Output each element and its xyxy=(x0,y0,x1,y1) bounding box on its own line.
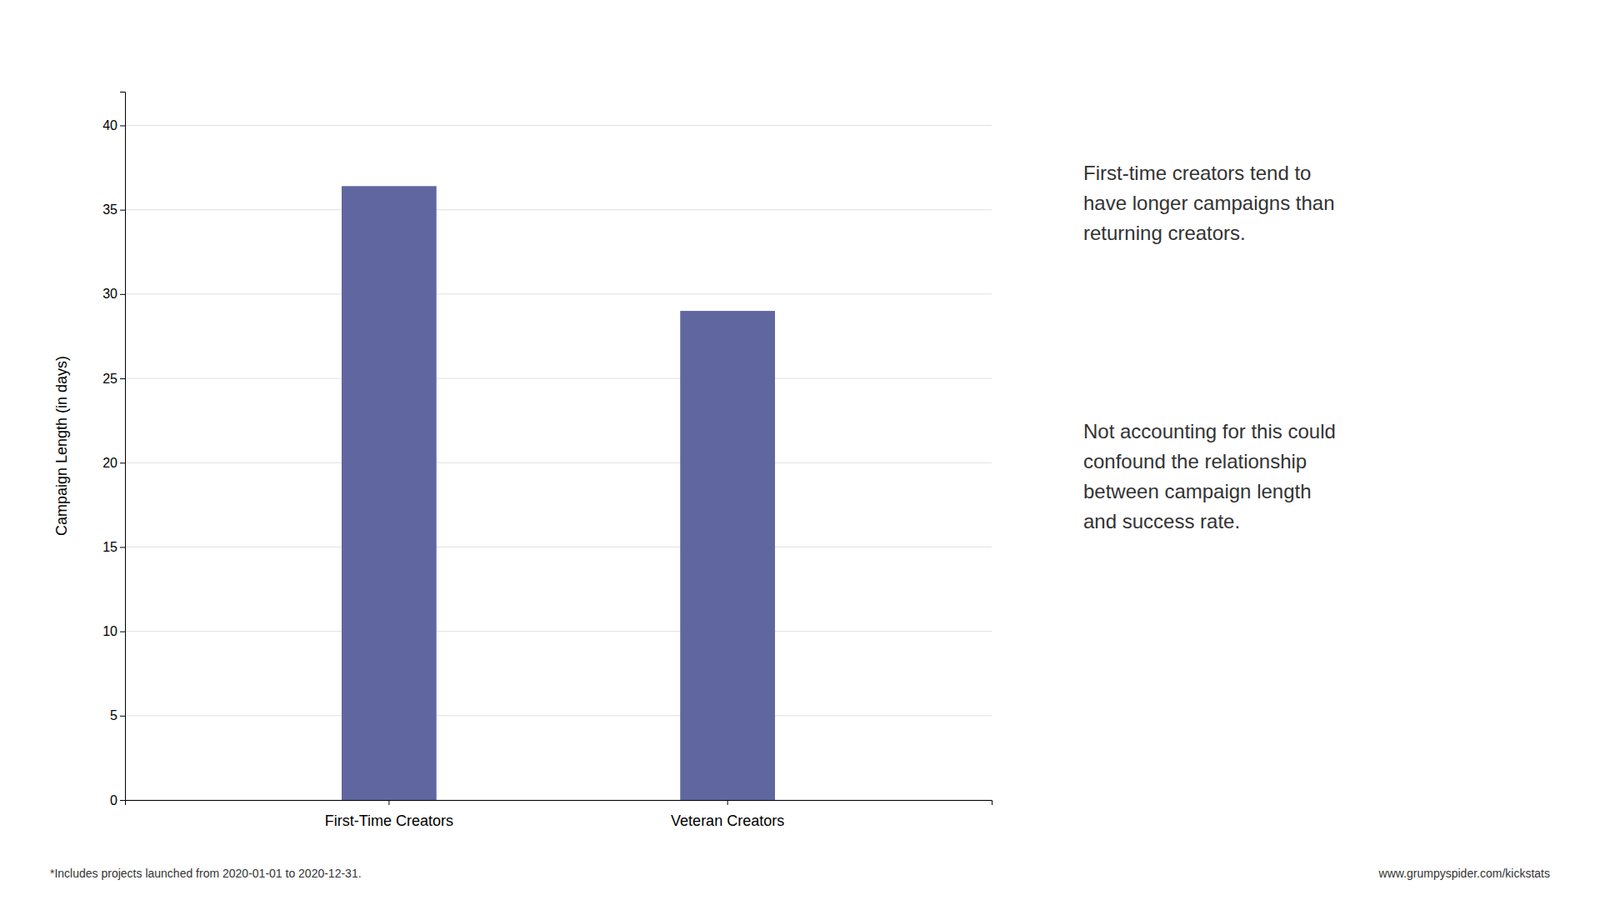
x-tick: First-Time Creators xyxy=(325,800,454,830)
y-tick-mark xyxy=(120,715,125,717)
annotation: Not accounting for this could confound t… xyxy=(1083,416,1550,537)
grid-line xyxy=(125,630,992,632)
y-tick-mark xyxy=(120,210,125,211)
y-tick: 5 xyxy=(110,708,125,723)
y-tick-label: 15 xyxy=(102,540,118,555)
y-tick-label: 0 xyxy=(110,793,118,808)
x-tick-label: First-Time Creators xyxy=(325,812,454,830)
y-axis-title: Campaign Length (in days) xyxy=(53,355,70,536)
y-tick-mark xyxy=(120,800,125,801)
bars xyxy=(341,185,775,800)
footnote: *Includes projects launched from 2020-01… xyxy=(50,866,362,880)
y-tick-label: 25 xyxy=(102,371,118,386)
y-tick-label: 30 xyxy=(102,286,118,301)
footnote: www.grumpyspider.com/kickstats xyxy=(1379,866,1550,880)
y-tick: 40 xyxy=(102,118,125,133)
grid-line xyxy=(125,378,992,380)
grid-line xyxy=(125,715,992,716)
y-tick-label: 35 xyxy=(102,202,118,217)
y-tick-mark xyxy=(120,294,125,295)
y-tick-label: 20 xyxy=(102,455,118,470)
y-tick-label: 10 xyxy=(102,624,118,639)
x-axis-line xyxy=(125,800,993,806)
y-tick: 35 xyxy=(102,202,125,217)
grid-line xyxy=(125,209,992,210)
y-tick-mark xyxy=(120,546,125,548)
x-tick: Veteran Creators xyxy=(670,800,785,830)
y-tick-label: 40 xyxy=(102,118,118,133)
grid-line xyxy=(125,462,992,464)
y-tick-mark xyxy=(120,125,125,126)
y-axis-line xyxy=(120,92,126,801)
y-tick-mark xyxy=(120,462,125,464)
y-tick: 15 xyxy=(102,540,125,555)
x-tick-mark xyxy=(727,800,729,805)
y-tick: 25 xyxy=(102,371,125,386)
y-axis: 0 5 10 15 20 25 30 35 40 xyxy=(102,92,125,808)
x-tick-label: Veteran Creators xyxy=(670,812,785,830)
y-tick-mark xyxy=(120,378,125,380)
plot: 0 5 10 15 20 25 30 35 40 First-Time Creators Veter… xyxy=(53,92,993,830)
grid-line xyxy=(125,125,992,126)
x-tick-mark xyxy=(388,800,390,805)
x-axis: First-Time Creators Veteran Creators xyxy=(125,800,993,830)
bar xyxy=(680,310,775,800)
grid-line xyxy=(125,546,992,548)
y-tick-mark xyxy=(120,631,125,633)
grid xyxy=(125,125,992,800)
y-tick: 0 xyxy=(110,793,125,808)
annotation: First-time creators tend to have longer … xyxy=(1083,158,1550,249)
y-tick: 30 xyxy=(102,286,125,301)
y-tick: 10 xyxy=(102,624,125,639)
chart: 0 5 10 15 20 25 30 35 40 First-Time Creators Veter… xyxy=(0,0,1600,900)
y-tick-label: 5 xyxy=(110,708,118,723)
grid-line xyxy=(125,293,992,295)
bar xyxy=(341,185,437,800)
y-tick: 20 xyxy=(102,455,125,470)
